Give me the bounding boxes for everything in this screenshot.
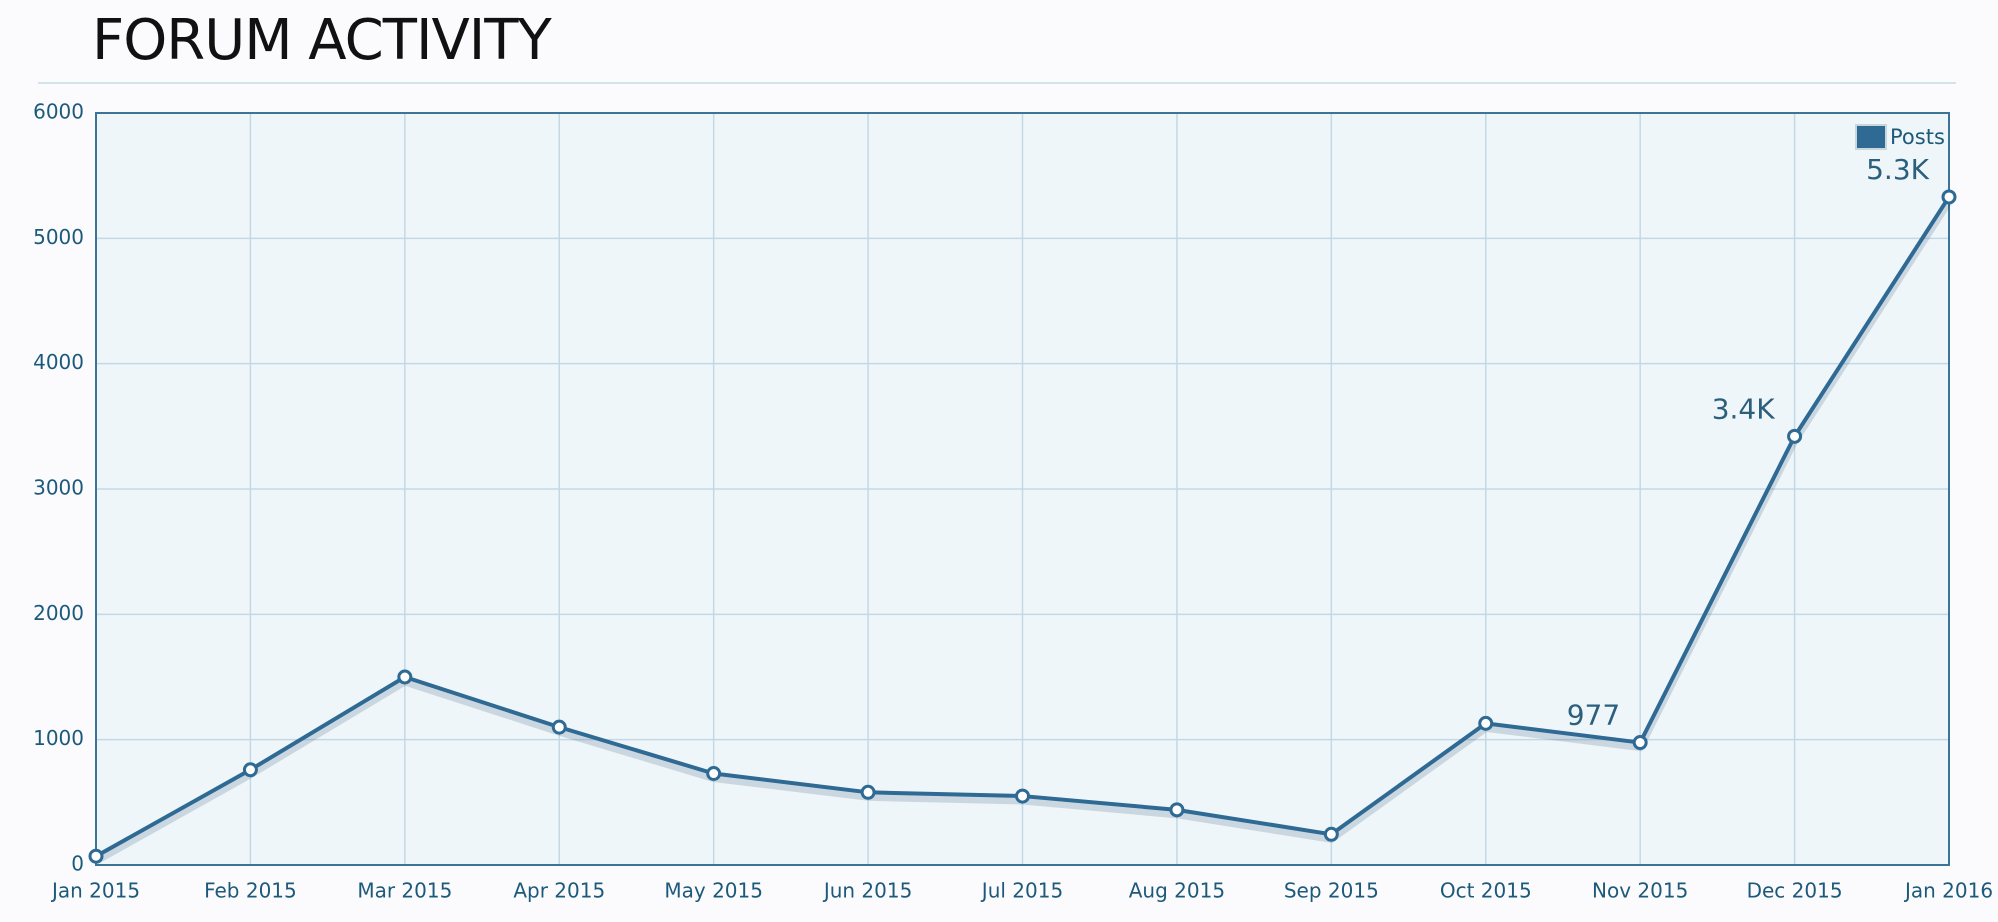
value-label: 3.4K: [1712, 392, 1776, 425]
x-tick-label: Jan 2016: [1903, 879, 1993, 903]
y-tick-label: 2000: [33, 601, 84, 625]
point-marker: [397, 669, 413, 685]
x-tick-label: Jan 2015: [50, 879, 140, 903]
x-tick-label: Aug 2015: [1129, 879, 1225, 903]
y-tick-label: 4000: [33, 350, 84, 374]
point-marker: [1478, 715, 1494, 731]
x-tick-label: Dec 2015: [1747, 879, 1843, 903]
value-label: 5.3K: [1866, 153, 1930, 186]
y-tick-label: 0: [71, 852, 84, 876]
x-tick-label: Nov 2015: [1592, 879, 1688, 903]
x-tick-label: Sep 2015: [1284, 879, 1379, 903]
x-tick-label: Feb 2015: [204, 879, 297, 903]
plot-border: [95, 112, 1950, 866]
y-tick-label: 3000: [33, 476, 84, 500]
point-marker: [551, 719, 567, 735]
x-tick-label: Jul 2015: [980, 879, 1063, 903]
y-tick-label: 1000: [33, 726, 84, 750]
point-marker: [1787, 428, 1803, 444]
x-tick-label: May 2015: [664, 879, 763, 903]
x-tick-label: Jun 2015: [822, 879, 913, 903]
x-tick-label: Mar 2015: [357, 879, 452, 903]
value-label: 977: [1567, 699, 1620, 732]
x-tick-label: Oct 2015: [1440, 879, 1532, 903]
legend-label: Posts: [1890, 125, 1945, 149]
point-marker: [1323, 826, 1339, 842]
point-marker: [1015, 788, 1030, 804]
point-marker: [860, 784, 876, 800]
y-tick-label: 6000: [33, 100, 84, 124]
chart-title: FORUM ACTIVITY: [92, 8, 552, 73]
point-marker: [706, 766, 722, 782]
y-tick-label: 5000: [33, 225, 84, 249]
point-marker: [242, 762, 258, 778]
x-tick-label: Apr 2015: [513, 879, 605, 903]
point-marker: [1169, 802, 1185, 818]
point-marker: [88, 848, 104, 864]
point-marker: [1941, 189, 1957, 205]
point-marker: [1632, 735, 1648, 751]
legend-swatch: [1855, 124, 1887, 150]
